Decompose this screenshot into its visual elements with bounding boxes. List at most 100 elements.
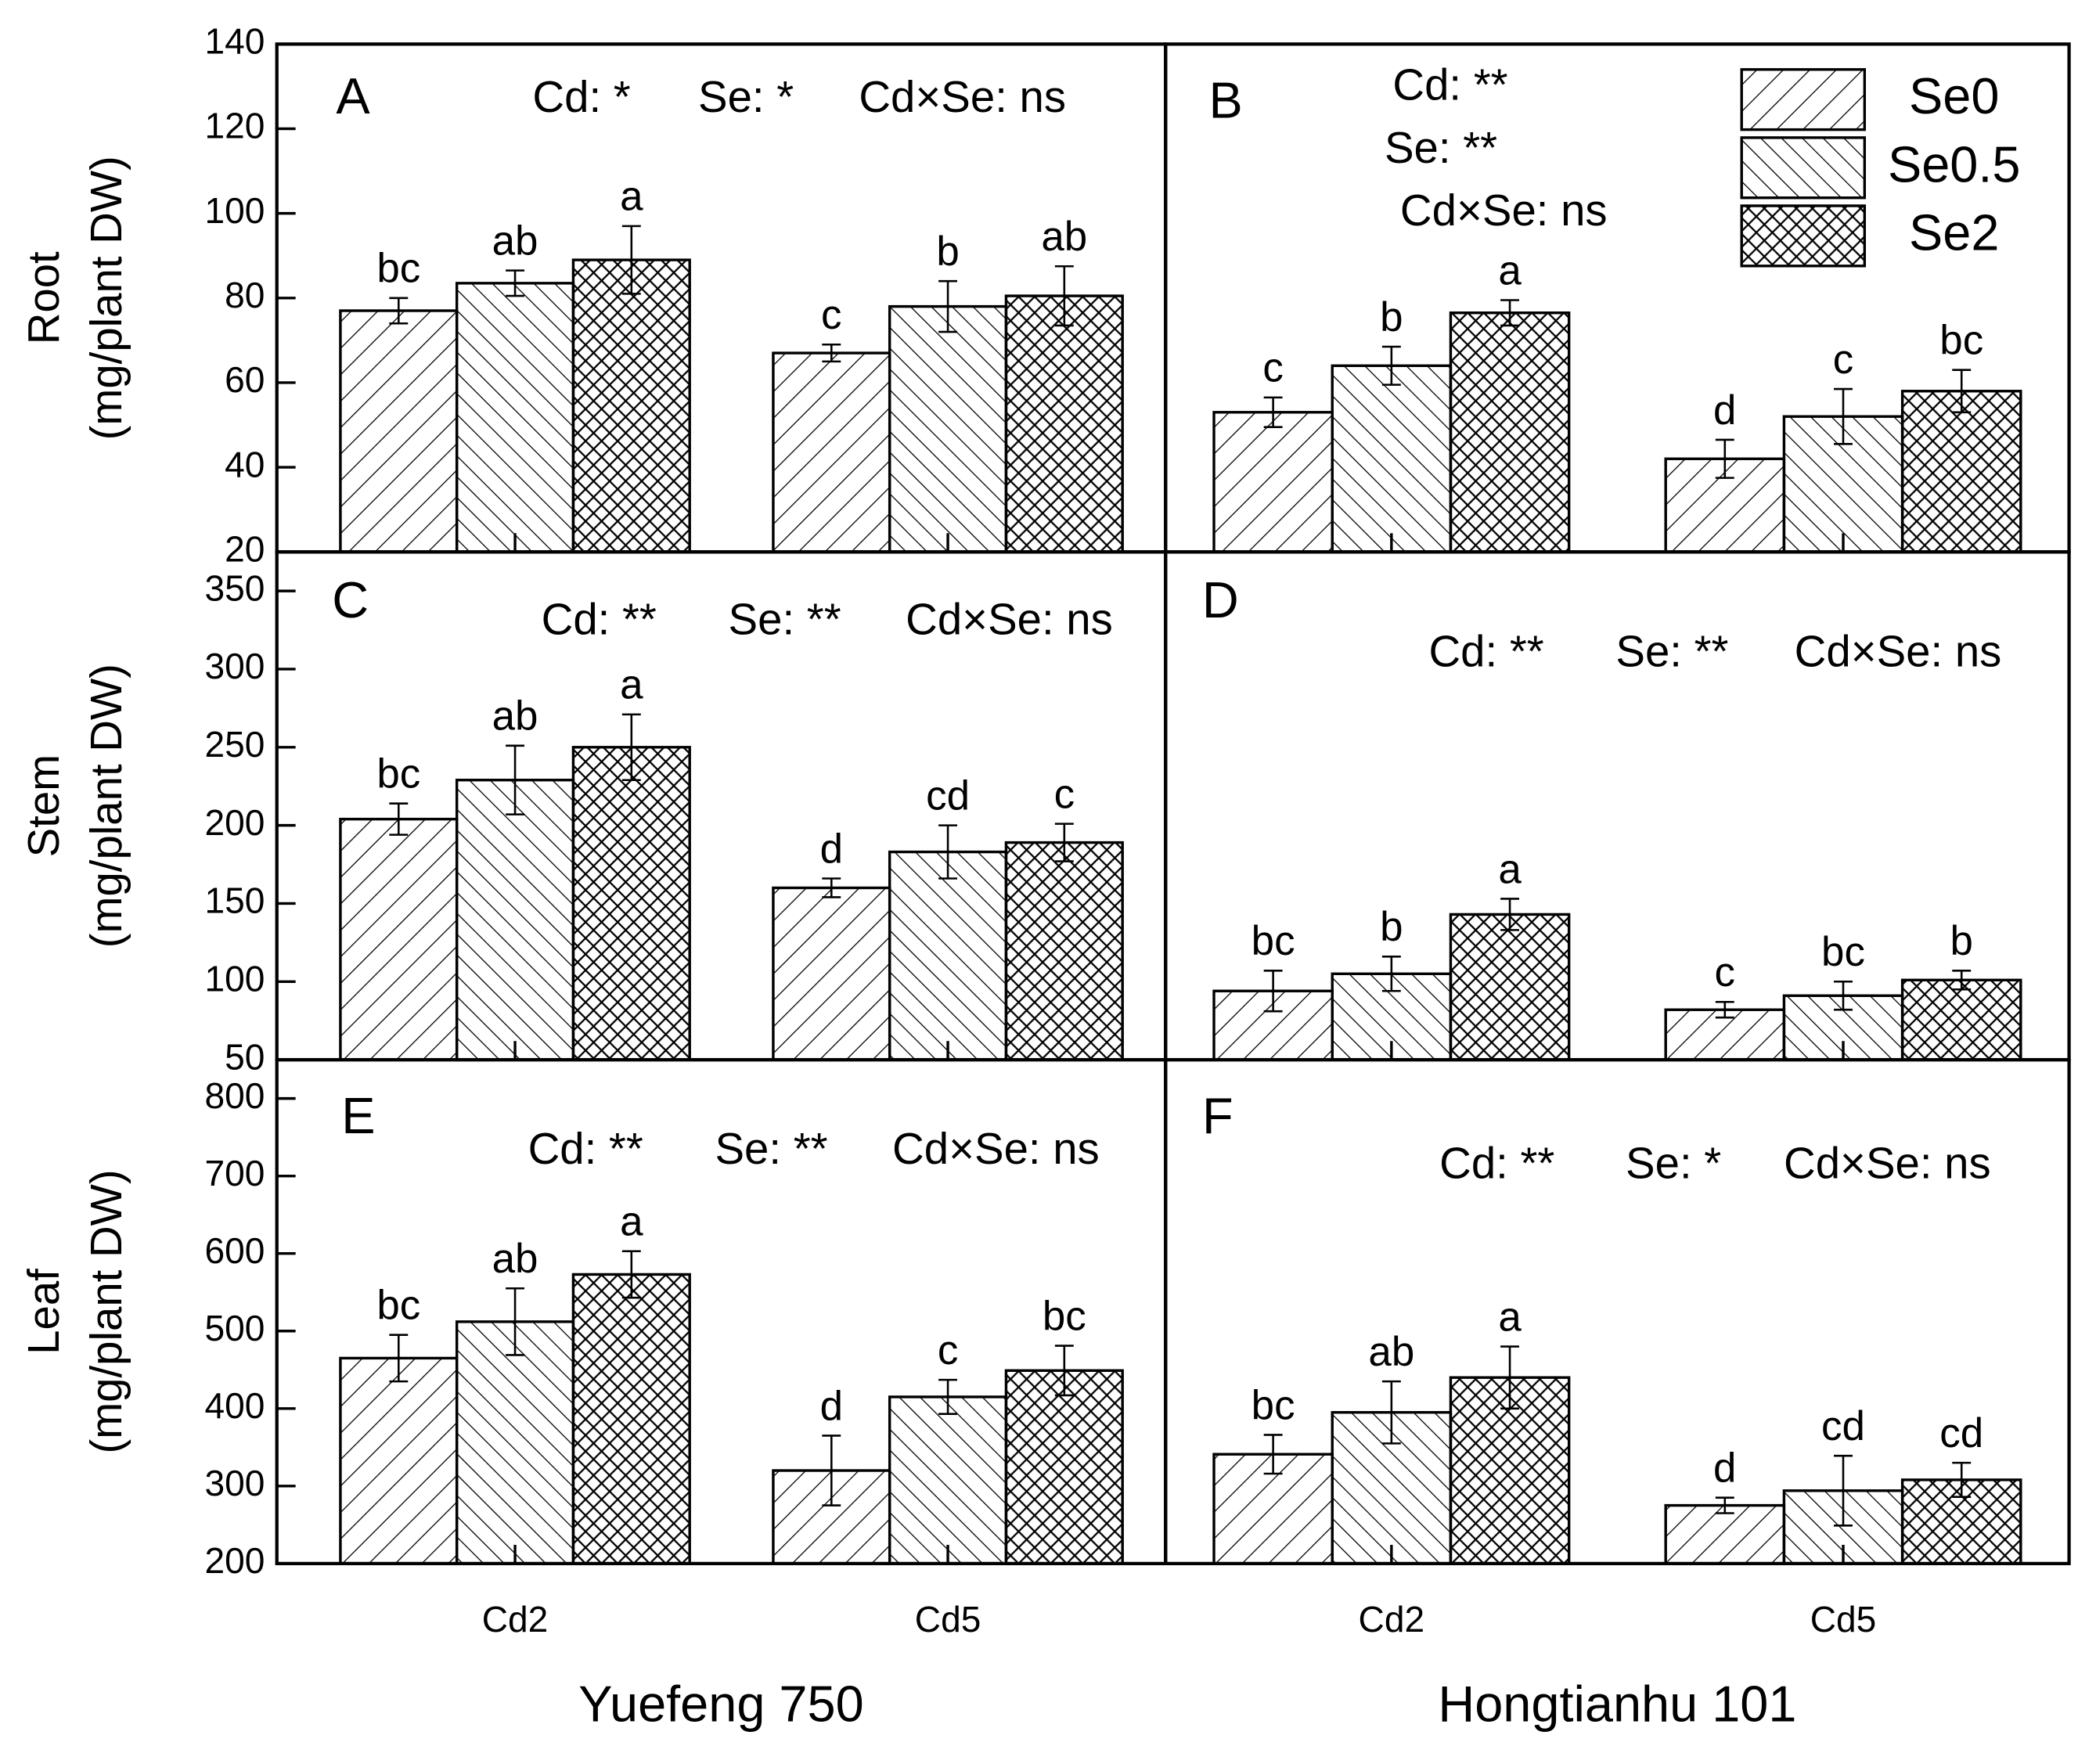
significance-letter: c	[1054, 771, 1075, 817]
error-bar	[1500, 1345, 1520, 1410]
bar	[1004, 1369, 1124, 1565]
y-tick-label: 100	[204, 958, 265, 999]
y-tick-label: 150	[204, 880, 265, 921]
error-bar	[1500, 898, 1520, 931]
error-bar	[621, 1250, 641, 1299]
annotation: Cd×Se: ns	[906, 595, 1113, 644]
panel-label: D	[1202, 571, 1239, 628]
bar	[339, 1356, 459, 1565]
significance-letter: cd	[926, 772, 970, 819]
legend-swatch	[1740, 204, 1867, 268]
bar	[1900, 978, 2022, 1061]
significance-letter: c	[1715, 949, 1735, 995]
bar	[1449, 311, 1571, 553]
significance-letter: bc	[376, 751, 420, 797]
bar	[772, 886, 891, 1061]
significance-letter: d	[1713, 1445, 1736, 1492]
y-axis-label: (mg/plant DW)	[81, 1169, 131, 1453]
y-tick-label: 140	[204, 21, 265, 62]
legend-label: Se0	[1909, 67, 1999, 124]
error-bar	[938, 824, 958, 880]
annotation: Cd: **	[1392, 60, 1507, 110]
panel-label: F	[1202, 1087, 1233, 1144]
panel: c b a d c bc B Cd: ** Se: ** Cd×Se: ns Se0 Se0.5 Se2	[1164, 42, 2071, 554]
x-tick-label: Cd2	[482, 1599, 549, 1640]
error-bar	[822, 877, 841, 898]
error-bar	[1054, 265, 1074, 327]
error-bar	[1952, 1461, 1972, 1498]
legend-label: Se0.5	[1888, 135, 2021, 193]
significance-letter: c	[821, 292, 841, 338]
annotation: Cd: **	[1428, 627, 1543, 676]
significance-letter: a	[620, 662, 643, 708]
significance-letter: c	[938, 1327, 958, 1373]
error-bar	[389, 297, 409, 325]
error-bar	[506, 269, 525, 297]
error-bar	[1500, 299, 1520, 327]
panel-label: E	[341, 1087, 375, 1144]
significance-letter: a	[1498, 846, 1522, 892]
error-bar	[938, 1378, 958, 1415]
annotation: Cd×Se: ns	[1795, 627, 2002, 676]
annotation: Cd×Se: ns	[1784, 1139, 1991, 1188]
bar	[1449, 913, 1571, 1061]
significance-letter: a	[1498, 247, 1522, 293]
significance-letter: d	[820, 826, 843, 872]
legend-swatch	[1740, 68, 1867, 131]
legend-label: Se2	[1909, 203, 1999, 261]
error-bar	[1263, 970, 1283, 1013]
y-tick-label: 500	[204, 1308, 265, 1348]
significance-letter: ab	[492, 693, 538, 740]
y-axis-label: Leaf	[19, 1269, 68, 1355]
error-bar	[938, 279, 958, 333]
y-tick-label: 200	[204, 1540, 265, 1581]
significance-letter: bc	[376, 1283, 420, 1329]
y-tick-label: 350	[204, 567, 265, 608]
y-tick-label: 300	[204, 646, 265, 686]
bar	[455, 282, 575, 553]
error-bar	[1715, 438, 1734, 479]
error-bar	[621, 225, 641, 295]
annotation: Se: **	[715, 1124, 827, 1173]
significance-letter: ab	[1368, 1329, 1414, 1375]
bar	[1004, 841, 1124, 1061]
annotation: Cd×Se: ns	[1400, 185, 1608, 235]
bar	[772, 351, 891, 553]
significance-letter: a	[1498, 1294, 1522, 1340]
annotation: Se: **	[1385, 123, 1497, 172]
significance-letter: ab	[1041, 214, 1087, 260]
error-bar	[1834, 387, 1853, 445]
y-tick-label: 60	[225, 359, 265, 400]
y-tick-label: 120	[204, 106, 265, 146]
error-bar	[1834, 1454, 1853, 1527]
significance-letter: d	[820, 1383, 843, 1429]
bar	[571, 258, 691, 553]
error-bar	[389, 802, 409, 836]
annotation: Se: **	[729, 595, 841, 644]
significance-letter: bc	[1821, 929, 1865, 975]
significance-letter: bc	[1251, 918, 1295, 964]
significance-letter: a	[620, 174, 643, 220]
bar	[888, 850, 1008, 1061]
y-tick-label: 50	[225, 1036, 265, 1077]
y-tick-label: 250	[204, 724, 265, 765]
bar	[888, 1395, 1008, 1565]
bar	[1004, 294, 1124, 553]
error-bar	[1263, 396, 1283, 428]
y-tick-label: 20	[225, 528, 265, 569]
annotation: Cd×Se: ns	[859, 72, 1066, 121]
significance-letter: c	[1833, 337, 1853, 383]
error-bar	[621, 713, 641, 782]
error-bar	[1263, 1434, 1283, 1475]
group-label: Hongtianhu 101	[1438, 1675, 1796, 1732]
bar	[455, 779, 575, 1061]
error-bar	[1715, 1496, 1734, 1514]
y-tick-label: 80	[225, 275, 265, 315]
panel: Cd2 bc ab a Cd5 d cd cd F Cd: ** Se: * Cd×Se: ns Hon…	[1164, 1057, 2071, 1732]
panel-label: C	[332, 571, 369, 628]
error-bar	[1715, 1000, 1734, 1019]
significance-letter: b	[1380, 904, 1403, 950]
error-bar	[1381, 956, 1401, 992]
bar	[1331, 364, 1453, 553]
